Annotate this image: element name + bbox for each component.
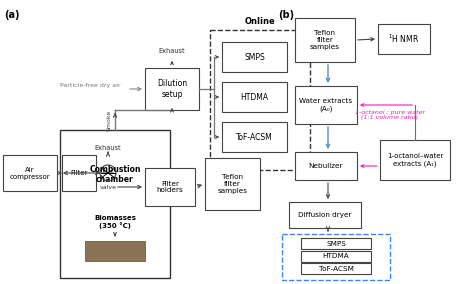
Bar — [210, 30, 310, 170]
Bar — [301, 263, 371, 274]
Bar — [301, 238, 371, 249]
Text: 1-octanol–water
extracts (A₁): 1-octanol–water extracts (A₁) — [387, 153, 443, 167]
Text: Combustion
chamber: Combustion chamber — [89, 165, 141, 184]
Bar — [85, 241, 145, 261]
Bar — [289, 202, 361, 228]
Text: Biomasses
(350 °C): Biomasses (350 °C) — [94, 215, 136, 229]
Text: SMPS: SMPS — [326, 241, 346, 247]
Text: SMPS: SMPS — [244, 53, 265, 62]
Text: Exhaust: Exhaust — [159, 48, 185, 54]
Bar — [222, 82, 287, 112]
Text: Water extracts
(A₀): Water extracts (A₀) — [300, 98, 353, 112]
Bar — [301, 251, 371, 262]
Text: $^{1}$H NMR: $^{1}$H NMR — [388, 33, 419, 45]
Text: Dilution
setup: Dilution setup — [157, 79, 187, 99]
Bar — [60, 130, 170, 278]
Text: HTDMA: HTDMA — [323, 253, 349, 259]
Text: Exhaust: Exhaust — [95, 145, 121, 151]
Text: HTDMA: HTDMA — [240, 93, 269, 101]
Bar — [378, 24, 430, 54]
Text: Teflon
filter
samples: Teflon filter samples — [310, 30, 340, 50]
Text: Nebulizer: Nebulizer — [309, 163, 343, 169]
Bar — [62, 155, 96, 191]
Text: (b): (b) — [278, 10, 294, 20]
Text: ToF-ACSM: ToF-ACSM — [236, 133, 273, 141]
Bar — [145, 68, 199, 110]
Bar — [380, 140, 450, 180]
Text: valve: valve — [100, 185, 117, 190]
Bar — [145, 168, 195, 206]
Text: (a): (a) — [4, 10, 19, 20]
Bar — [3, 155, 57, 191]
Text: Smoke: Smoke — [107, 109, 112, 131]
Text: Air
compressor: Air compressor — [9, 166, 50, 179]
Text: Diffusion dryer: Diffusion dryer — [298, 212, 352, 218]
Text: Filter
holders: Filter holders — [156, 181, 183, 193]
Text: Filter: Filter — [70, 170, 88, 176]
Bar — [205, 158, 260, 210]
Text: 1-octanol : pure water
(1:1 volume ratio): 1-octanol : pure water (1:1 volume ratio… — [355, 110, 425, 120]
Text: Online: Online — [245, 17, 275, 26]
Bar — [295, 152, 357, 180]
Bar — [282, 234, 390, 280]
Bar — [295, 86, 357, 124]
Text: ToF-ACSM: ToF-ACSM — [319, 266, 354, 272]
Bar — [295, 18, 355, 62]
Bar — [222, 122, 287, 152]
Text: Teflon
filter
samples: Teflon filter samples — [218, 174, 247, 194]
Text: Particle-free dry air: Particle-free dry air — [60, 82, 120, 87]
Bar — [222, 42, 287, 72]
